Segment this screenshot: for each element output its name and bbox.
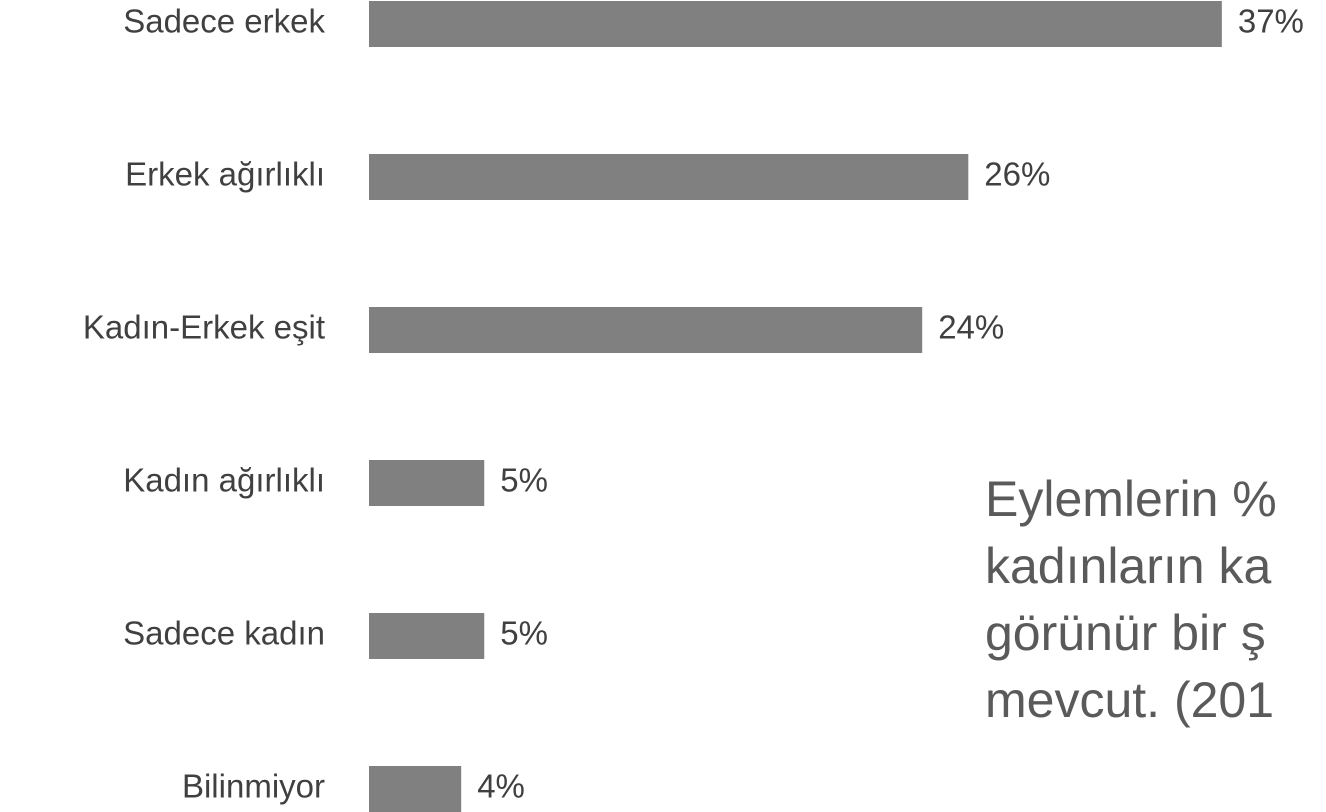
category-label: Sadece erkek (123, 3, 325, 40)
value-label: 26% (984, 156, 1050, 193)
value-label: 37% (1238, 3, 1304, 40)
bar (369, 154, 969, 200)
category-label: Erkek ağırlıklı (125, 156, 325, 193)
bar (369, 613, 485, 659)
category-label: Bilinmiyor (182, 768, 325, 805)
value-label: 4% (477, 768, 525, 805)
value-label: 24% (938, 309, 1004, 346)
bar (369, 307, 923, 353)
bar (369, 1, 1222, 47)
bar (369, 766, 462, 812)
category-label: Kadın-Erkek eşit (83, 309, 325, 346)
value-label: 5% (500, 615, 548, 652)
category-label: Sadece kadın (123, 615, 325, 652)
value-label: 5% (500, 462, 548, 499)
bar (369, 460, 485, 506)
annotation-line: görünür bir ş (985, 605, 1266, 661)
annotation-line: Eylemlerin % (985, 471, 1277, 527)
category-label: Kadın ağırlıklı (123, 462, 325, 499)
annotation-line: kadınların ka (985, 538, 1271, 594)
annotation-line: mevcut. (201 (985, 672, 1274, 728)
